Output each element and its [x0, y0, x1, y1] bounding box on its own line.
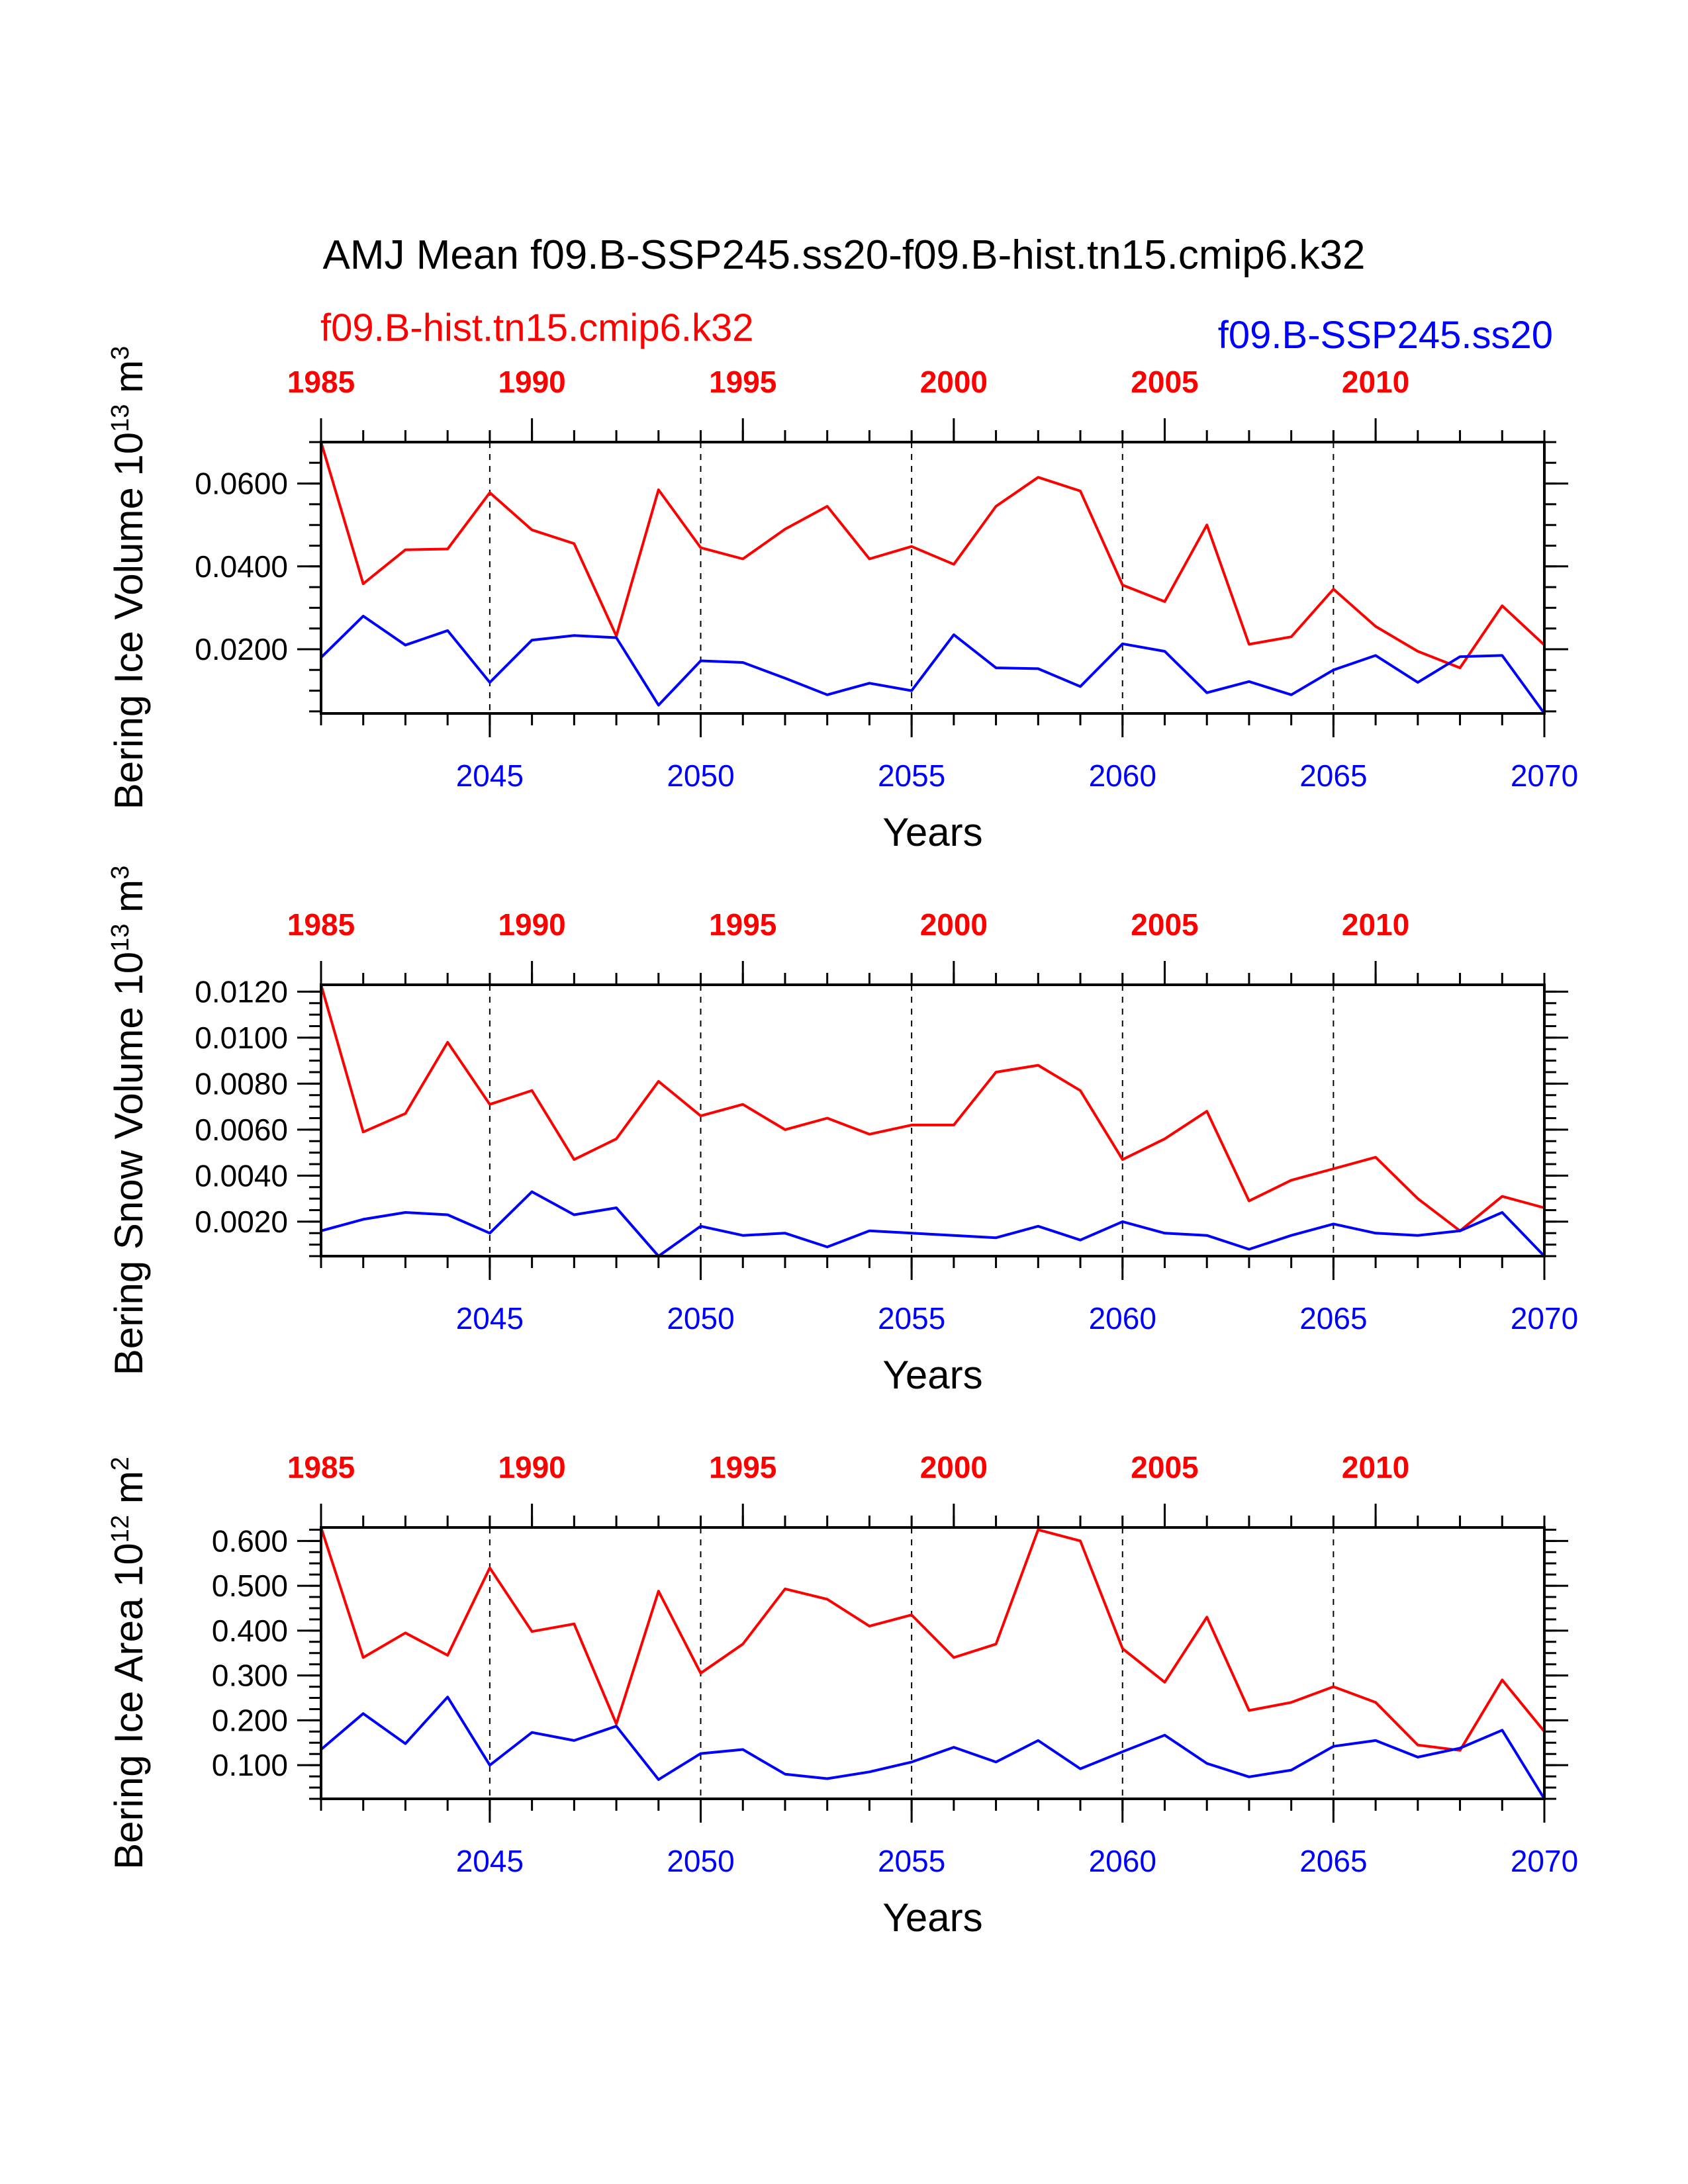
y-axis-label-text: Bering Ice Area 10	[107, 1543, 151, 1870]
y-axis-label-unit-exponent: 3	[107, 346, 134, 360]
x-bottom-tick-label: 2050	[667, 758, 734, 793]
y-tick-label: 0.0200	[195, 632, 288, 666]
y-axis-label-text: Bering Ice Volume 10	[107, 432, 151, 809]
y-axis-label-unit: m	[107, 880, 151, 924]
x-bottom-tick-label: 2055	[878, 1301, 945, 1336]
x-bottom-tick-label: 2050	[667, 1844, 734, 1878]
x-bottom-tick-label: 2055	[878, 1844, 945, 1878]
y-axis-label-unit: m	[107, 1471, 151, 1515]
x-top-tick-label: 1990	[498, 1450, 565, 1484]
y-tick-label: 0.200	[212, 1703, 288, 1737]
y-tick-label: 0.600	[212, 1524, 288, 1558]
x-top-tick-label: 1985	[287, 907, 355, 942]
x-axis-label: Years	[882, 1895, 982, 1940]
x-top-tick-label: 1985	[287, 1450, 355, 1484]
x-bottom-tick-label: 2070	[1511, 1844, 1578, 1878]
x-top-tick-label: 2005	[1131, 365, 1198, 399]
right-case-label: f09.B-SSP245.ss20	[1218, 314, 1553, 357]
series-line-ssp245	[320, 1696, 1546, 1800]
x-bottom-tick-label: 2060	[1089, 758, 1156, 793]
y-tick-label: 0.0080	[195, 1066, 288, 1101]
y-axis-label: Bering Snow Volume 1013 m3	[107, 866, 151, 1375]
y-axis-label-exponent: 13	[107, 924, 134, 952]
y-axis-label-text: Bering Snow Volume 10	[107, 952, 151, 1375]
y-tick-label: 0.0040	[195, 1158, 288, 1193]
y-tick-label: 0.0400	[195, 549, 288, 584]
y-tick-label: 0.0600	[195, 467, 288, 501]
plot-frame	[320, 1526, 1546, 1800]
y-axis-label-exponent: 13	[107, 404, 134, 432]
x-top-tick-label: 1995	[709, 365, 776, 399]
x-axis-label: Years	[882, 1353, 982, 1397]
y-tick-label: 0.500	[212, 1569, 288, 1603]
x-bottom-tick-label: 2050	[667, 1301, 734, 1336]
series-line-ssp245	[320, 1190, 1546, 1257]
y-tick-label: 0.0120	[195, 974, 288, 1009]
x-top-tick-label: 1985	[287, 365, 355, 399]
y-tick-label: 0.0020	[195, 1205, 288, 1239]
x-bottom-tick-label: 2045	[456, 1301, 524, 1336]
y-axis-label-unit-exponent: 2	[107, 1457, 134, 1471]
x-bottom-tick-label: 2065	[1299, 758, 1367, 793]
y-tick-label: 0.0060	[195, 1113, 288, 1147]
figure-title: AMJ Mean f09.B-SSP245.ss20-f09.B-hist.tn…	[323, 232, 1366, 278]
x-top-tick-label: 2005	[1131, 907, 1198, 942]
x-top-tick-label: 1995	[709, 1450, 776, 1484]
y-axis-label: Bering Ice Volume 1013 m3	[107, 346, 151, 809]
y-axis-label-unit-exponent: 3	[107, 866, 134, 880]
x-bottom-tick-label: 2045	[456, 758, 524, 793]
x-bottom-tick-label: 2060	[1089, 1844, 1156, 1878]
x-top-tick-label: 2010	[1342, 1450, 1409, 1484]
y-tick-label: 0.300	[212, 1659, 288, 1693]
x-top-tick-label: 2000	[920, 365, 988, 399]
y-axis-label-exponent: 12	[107, 1515, 134, 1543]
panel-3: 2045 2050 2055 2060 2065 2070 1985 1990 1995 2000…	[107, 1450, 1578, 1940]
x-bottom-tick-label: 2070	[1511, 1301, 1578, 1336]
plot-frame	[320, 441, 1546, 715]
x-bottom-tick-label: 2070	[1511, 758, 1578, 793]
panel-2: 2045 2050 2055 2060 2065 2070 1985 1990 1995 2000…	[107, 866, 1578, 1397]
x-axis-label: Years	[882, 810, 982, 854]
plot-frame	[320, 983, 1546, 1257]
x-top-tick-label: 2000	[920, 907, 988, 942]
x-top-tick-label: 1990	[498, 365, 565, 399]
panels-group: 2045 2050 2055 2060 2065 2070 1985 1990 1995 2000…	[107, 346, 1578, 1940]
x-top-tick-label: 1995	[709, 907, 776, 942]
series-line-hist	[320, 984, 1545, 1232]
x-bottom-tick-label: 2065	[1299, 1844, 1367, 1878]
series-line-hist	[320, 1527, 1546, 1752]
series-line-ssp245	[320, 614, 1546, 715]
panel-1: 2045 2050 2055 2060 2065 2070 1985 1990 1995 2000…	[107, 346, 1578, 854]
left-case-label: f09.B-hist.tn15.cmip6.k32	[320, 306, 753, 349]
x-top-tick-label: 2010	[1342, 907, 1409, 942]
x-bottom-tick-label: 2065	[1299, 1301, 1367, 1336]
x-top-tick-label: 2005	[1131, 1450, 1198, 1484]
y-tick-label: 0.0100	[195, 1021, 288, 1055]
series-line-hist	[320, 441, 1546, 670]
y-tick-label: 0.100	[212, 1748, 288, 1782]
x-top-tick-label: 1990	[498, 907, 565, 942]
x-bottom-tick-label: 2055	[878, 758, 945, 793]
y-axis-label: Bering Ice Area 1012 m2	[107, 1457, 151, 1870]
x-bottom-tick-label: 2045	[456, 1844, 524, 1878]
x-bottom-tick-label: 2060	[1089, 1301, 1156, 1336]
x-top-tick-label: 2010	[1342, 365, 1409, 399]
x-top-tick-label: 2000	[920, 1450, 988, 1484]
y-tick-label: 0.400	[212, 1614, 288, 1648]
y-axis-label-unit: m	[107, 360, 151, 404]
